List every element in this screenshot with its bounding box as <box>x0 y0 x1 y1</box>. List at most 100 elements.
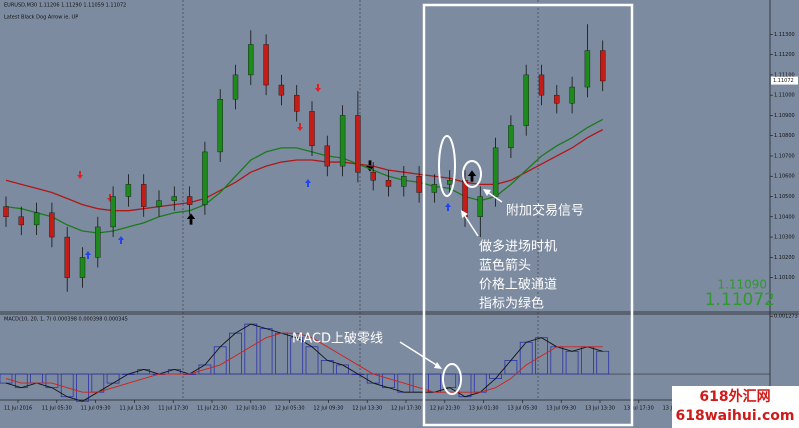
trend-arrow <box>186 213 196 225</box>
candle-body <box>401 176 407 187</box>
candle-body <box>492 147 499 197</box>
arrowhead <box>483 189 491 196</box>
sell-arrow <box>297 123 303 131</box>
y-tick-label: 0.001273 <box>774 314 798 320</box>
y-tick-label: 1.10500 <box>774 194 795 200</box>
buy-arrow <box>118 236 124 244</box>
x-tick-label: 11 Jul 09:30 <box>81 406 111 412</box>
buy-arrow <box>445 203 451 211</box>
signal-arrows <box>77 84 477 259</box>
big-price: 1.11090 <box>717 278 767 292</box>
x-tick-label: 11 Jul 13:30 <box>119 406 149 412</box>
candle-body <box>600 50 606 82</box>
annotation: MACD上破零线 <box>292 332 383 347</box>
candle-body <box>569 86 575 104</box>
y-tick-label: 1.10300 <box>774 235 795 241</box>
y-tick-label: 1.11300 <box>774 32 795 38</box>
highlight-ellipse <box>442 363 462 395</box>
x-tick-label: 13 Jul 17:30 <box>624 406 654 412</box>
candle-body <box>140 184 147 207</box>
big-price: 1.11072 <box>705 290 775 310</box>
x-tick-label: 11 Jul 05:30 <box>42 406 72 412</box>
candle-body <box>355 115 361 173</box>
x-tick-label: 12 Jul 01:30 <box>236 406 266 412</box>
candle-body <box>18 216 24 226</box>
candle-body <box>554 94 560 104</box>
macd-line <box>5 323 603 402</box>
y-tick-label: 1.10100 <box>774 275 795 281</box>
watermark: 618waihui.com <box>676 408 795 424</box>
candle-body <box>584 50 591 88</box>
annotation: 价格上破通道 <box>479 277 557 293</box>
candle-body <box>64 236 70 278</box>
moving-average <box>5 129 604 212</box>
x-tick-label: 11 Jul 21:30 <box>197 406 227 412</box>
y-tick-label: 1.10800 <box>774 133 795 139</box>
y-tick-label: 1.11200 <box>774 52 795 58</box>
last-price-label: 1.11072 <box>773 78 794 84</box>
x-tick-label: 13 Jul 01:30 <box>469 406 499 412</box>
candle-body <box>523 74 529 126</box>
candle-body <box>217 99 223 153</box>
buy-arrow <box>85 251 91 259</box>
highlight-ellipse <box>438 135 456 197</box>
indicator-label: Latest Black Dog Arrow ie. UP <box>4 15 78 21</box>
annotation: 指标为绿色 <box>479 296 544 312</box>
x-tick-label: 12 Jul 05:30 <box>275 406 305 412</box>
y-tick-label: 1.10200 <box>774 255 795 261</box>
macd-title: MACD(10, 20, 1, 7) 0.000398 0.000398 0.0… <box>4 317 128 323</box>
candle-body <box>278 84 285 96</box>
x-tick-label: 12 Jul 13:30 <box>352 406 382 412</box>
x-tick-label: 13 Jul 05:30 <box>507 406 537 412</box>
candle-body <box>294 94 300 112</box>
candle-body <box>232 74 239 100</box>
candle-body <box>370 171 376 181</box>
x-tick-label: 11 Jul 17:30 <box>158 406 188 412</box>
candle-body <box>110 196 116 228</box>
chart-title: EURUSD,M30 1.11206 1.11290 1.11059 1.110… <box>4 3 126 9</box>
candle-body <box>186 196 193 205</box>
x-tick-label: 13 Jul 13:30 <box>585 406 615 412</box>
candle-body <box>309 111 315 147</box>
sell-arrow <box>77 171 83 179</box>
candle-body <box>95 226 101 258</box>
candle-body <box>3 206 9 217</box>
annotations: 附加交易信号 做多进场时机 蓝色箭头 价格上破通道 指标为绿色 MACD上破零线… <box>292 3 799 428</box>
watermark-box <box>672 386 799 428</box>
arrowhead <box>434 362 442 369</box>
candle-body <box>49 212 55 238</box>
candle-body <box>79 257 86 278</box>
candle-body <box>202 151 208 205</box>
annotation: 蓝色箭头 <box>479 258 531 274</box>
buy-arrow <box>305 179 311 187</box>
arrowhead <box>461 210 468 218</box>
x-tick-label: 12 Jul 21:30 <box>430 406 460 412</box>
candle-body <box>248 44 254 76</box>
annotation: 做多进场时机 <box>479 239 557 255</box>
y-tick-label: 1.10400 <box>774 214 795 220</box>
candle-body <box>263 44 269 86</box>
candle-body <box>477 196 483 217</box>
candle-body <box>447 180 453 185</box>
watermark: 618外汇网 <box>699 388 770 405</box>
signal-line <box>5 332 603 393</box>
candle-body <box>33 212 40 226</box>
x-tick-label: 11 Jul 2016 <box>4 406 32 412</box>
candle-body <box>385 180 392 187</box>
highlight-box <box>422 3 634 427</box>
highlight-ellipse <box>462 160 482 188</box>
x-tick-label: 12 Jul 09:30 <box>313 406 343 412</box>
annotation: 附加交易信号 <box>506 203 584 219</box>
y-tick-label: 1.10900 <box>774 113 795 119</box>
y-tick-label: 1.10600 <box>774 174 795 180</box>
x-tick-label: 13 Jul 09:30 <box>546 406 576 412</box>
y-tick-label: 1.11100 <box>774 72 795 78</box>
y-tick-label: 1.11000 <box>774 93 795 99</box>
candle-body <box>538 74 545 96</box>
x-tick-label: 12 Jul 17:30 <box>391 406 421 412</box>
candle-body <box>431 184 438 193</box>
day-separators <box>182 0 539 400</box>
annotation-arrow <box>462 212 479 237</box>
